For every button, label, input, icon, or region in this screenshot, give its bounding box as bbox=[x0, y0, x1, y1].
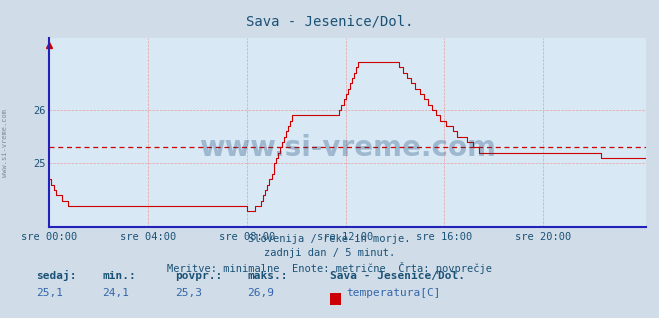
Text: 24,1: 24,1 bbox=[102, 288, 129, 298]
Text: Sava - Jesenice/Dol.: Sava - Jesenice/Dol. bbox=[246, 14, 413, 28]
Text: 25,1: 25,1 bbox=[36, 288, 63, 298]
Text: maks.:: maks.: bbox=[247, 272, 287, 281]
Text: Sava - Jesenice/Dol.: Sava - Jesenice/Dol. bbox=[330, 272, 465, 281]
Text: 25,3: 25,3 bbox=[175, 288, 202, 298]
Text: zadnji dan / 5 minut.: zadnji dan / 5 minut. bbox=[264, 248, 395, 258]
Text: www.si-vreme.com: www.si-vreme.com bbox=[199, 134, 496, 162]
Text: temperatura[C]: temperatura[C] bbox=[346, 288, 440, 298]
Text: Slovenija / reke in morje.: Slovenija / reke in morje. bbox=[248, 234, 411, 244]
Text: 26,9: 26,9 bbox=[247, 288, 274, 298]
Text: sedaj:: sedaj: bbox=[36, 270, 76, 281]
Text: Meritve: minimalne  Enote: metrične  Črta: povprečje: Meritve: minimalne Enote: metrične Črta:… bbox=[167, 262, 492, 274]
Text: povpr.:: povpr.: bbox=[175, 272, 222, 281]
Text: min.:: min.: bbox=[102, 272, 136, 281]
Text: www.si-vreme.com: www.si-vreme.com bbox=[2, 109, 9, 177]
